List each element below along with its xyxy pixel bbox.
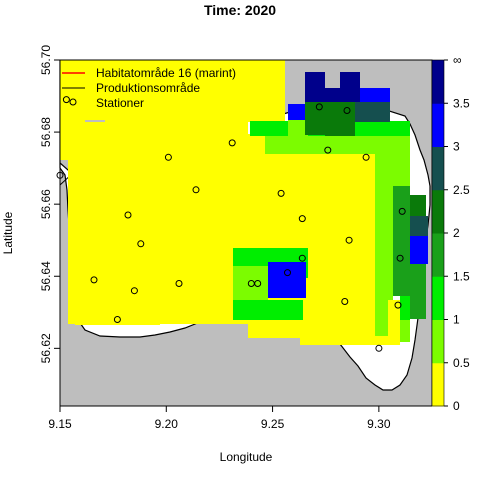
heatmap-cell <box>360 88 390 102</box>
colorbar-segment <box>432 276 444 320</box>
y-axis-label: Latitude <box>1 211 15 254</box>
heatmap-cell <box>325 102 355 136</box>
heatmap-cell <box>90 140 250 230</box>
station-marker <box>343 107 351 114</box>
station-marker <box>298 254 306 262</box>
colorbar-tick-label: 1 <box>453 313 460 327</box>
station-marker <box>62 96 70 104</box>
station-markers <box>56 96 406 352</box>
colorbar-segment <box>432 319 444 364</box>
x-tick-label: 9.15 <box>48 417 72 431</box>
heatmap-cell <box>410 236 428 264</box>
colorbar-tick-label: 1.5 <box>453 269 470 283</box>
heatmap-cell <box>288 120 308 136</box>
station-marker <box>394 301 402 309</box>
colorbar-segment <box>432 362 444 407</box>
station-marker <box>56 171 64 179</box>
station-marker <box>345 236 353 244</box>
heatmap-cell <box>160 300 230 320</box>
station-marker <box>254 280 262 287</box>
heatmap-cells <box>60 60 428 345</box>
legend-label-habitat: Habitatområde 16 (marint) <box>96 66 236 80</box>
station-marker <box>362 153 370 161</box>
heatmap-cell <box>393 236 410 296</box>
heatmap-cell <box>410 216 428 236</box>
heatmap-cell <box>60 104 85 124</box>
heatmap-cell <box>233 248 283 266</box>
heatmap-cell <box>400 320 410 342</box>
heatmap-cell <box>388 300 400 345</box>
y-tick-label: 56.62 <box>39 333 53 363</box>
heatmap-cell <box>72 190 102 320</box>
heatmap-cell <box>288 104 308 120</box>
station-marker <box>137 240 145 248</box>
station-marker <box>90 276 98 284</box>
colorbar-tick-label: 2 <box>453 226 460 240</box>
heatmap-cell <box>340 72 360 88</box>
heatmap-cell <box>375 186 393 236</box>
station-marker <box>228 139 236 147</box>
colorbar-tick-label: 3 <box>453 140 460 154</box>
heatmap-cell <box>400 296 410 320</box>
colorbar-tick-label: 0.5 <box>453 356 470 370</box>
heatmap-cell <box>410 264 426 319</box>
colorbar-segment <box>432 189 444 234</box>
station-marker <box>375 344 383 352</box>
x-tick-label: 9.20 <box>155 417 179 431</box>
station-marker <box>164 153 172 161</box>
station-marker <box>324 146 332 154</box>
colorbar-tick-label: 3.5 <box>453 96 470 110</box>
heatmap-cell <box>410 195 426 216</box>
colorbar-segment <box>432 146 444 191</box>
y-axis: 56.62 56.64 56.66 56.68 56.70 <box>39 45 60 363</box>
heatmap-cell <box>305 120 325 135</box>
x-tick-label: 9.30 <box>367 417 391 431</box>
station-marker <box>315 103 323 111</box>
legend-label-stations: Stationer <box>96 96 144 110</box>
station-marker <box>396 254 404 262</box>
heatmap-cell <box>265 136 375 154</box>
colorbar-segment <box>432 60 444 104</box>
station-marker <box>130 287 138 295</box>
station-marker <box>124 211 132 219</box>
x-axis: 9.15 9.20 9.25 9.30 <box>48 406 391 431</box>
y-tick-label: 56.66 <box>39 189 53 219</box>
x-axis-label: Longitude <box>220 450 273 464</box>
legend: Habitatområde 16 (marint) Produktionsomr… <box>62 66 236 110</box>
colorbar: 0 0.5 1 1.5 2 2.5 3 3.5 ∞ <box>431 53 470 413</box>
heatmap-cell <box>393 186 410 236</box>
colorbar-tick-label: 0 <box>453 399 460 413</box>
station-marker <box>277 189 285 197</box>
colorbar-segment <box>432 103 444 147</box>
x-tick-label: 9.25 <box>261 417 285 431</box>
chart-title: Time: 2020 <box>204 2 276 18</box>
colorbar-tick-label: 2.5 <box>453 183 470 197</box>
legend-label-production: Produktionsområde <box>96 81 200 95</box>
heatmap-cell <box>355 102 390 122</box>
heatmap-cell <box>375 136 410 186</box>
station-marker <box>398 207 406 215</box>
y-tick-label: 56.64 <box>39 261 53 291</box>
colorbar-segment <box>432 233 444 277</box>
legend-symbol-stations <box>69 98 77 106</box>
station-marker <box>175 280 183 287</box>
station-marker <box>341 298 349 305</box>
y-tick-label: 56.68 <box>39 117 53 147</box>
station-marker <box>284 269 291 277</box>
heatmap-cell <box>268 262 306 298</box>
station-marker <box>192 186 200 194</box>
heatmap-cell <box>105 60 285 122</box>
station-marker <box>298 215 306 223</box>
heatmap-cell <box>75 300 160 325</box>
y-tick-label: 56.70 <box>39 45 53 75</box>
station-marker <box>113 316 121 323</box>
colorbar-tick-label: ∞ <box>453 53 462 67</box>
heatmap-cell <box>233 300 303 320</box>
